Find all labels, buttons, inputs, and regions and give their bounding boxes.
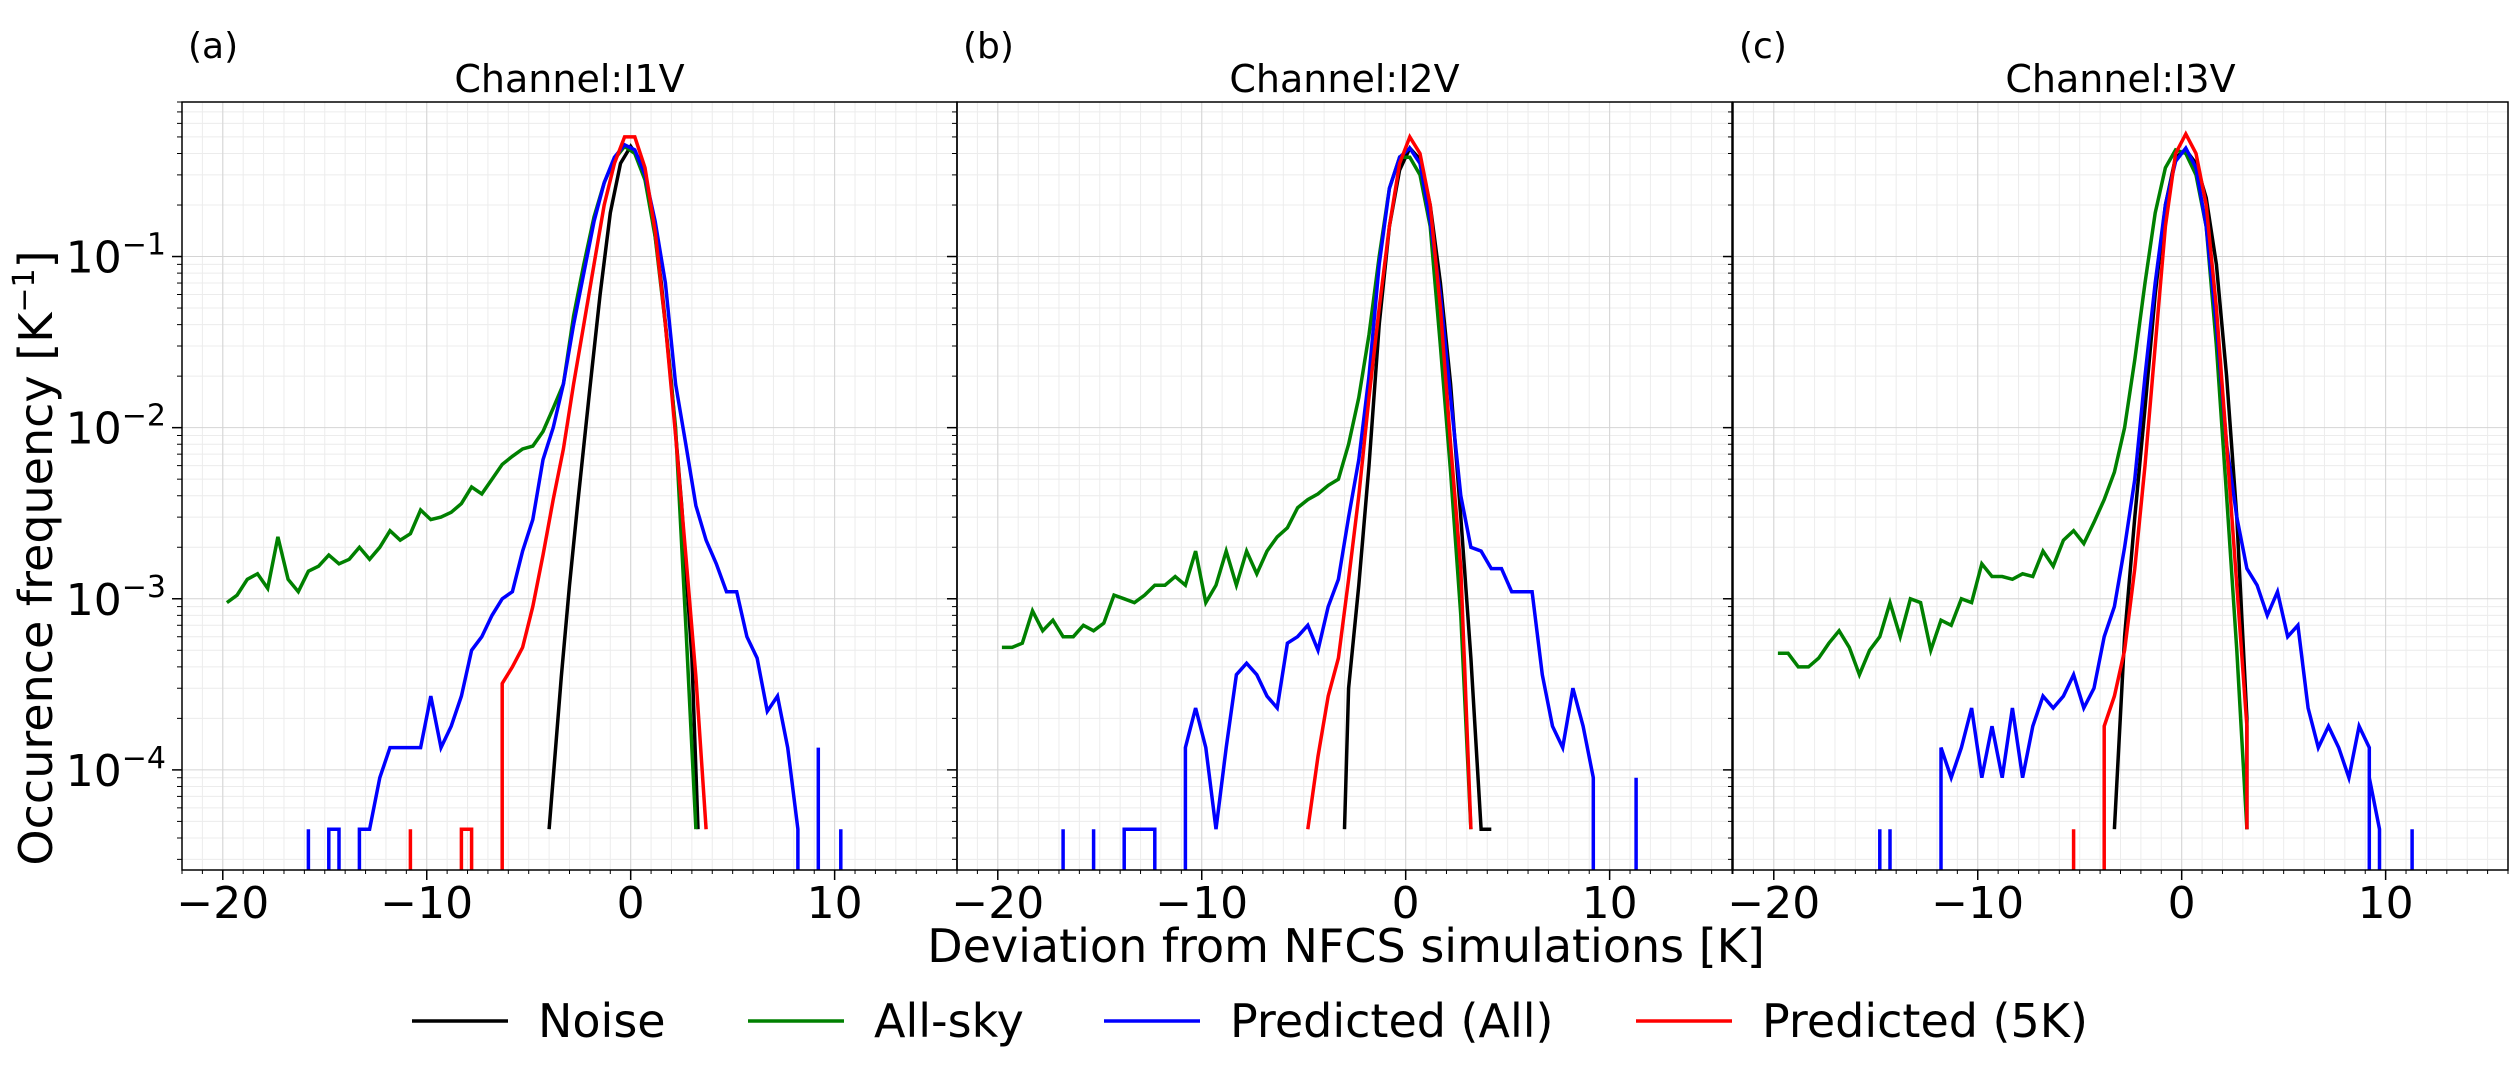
y-axis-label-text: Occurence frequency [K [9,311,63,866]
panel-3: −20 −10 0 10 Channel:I3V (c) [1723,26,2509,929]
x-axis-ticks: −20 −10 0 10 [176,870,958,929]
x-tick-label: −20 [1727,878,1820,929]
series-line-noise [547,143,700,830]
chart-panels: −20 −10 0 1010−410−310−210−1Channel:I1V(a)−… [66,26,2509,929]
x-axis-ticks: −20 −10 0 10 [1727,870,2509,929]
series-line-predicted-5k [1306,132,1473,830]
panel-series [1001,132,1638,870]
series-line-predicted-all [306,142,843,870]
panel-label: (b) [963,26,1014,67]
panel-title: Channel:I3V [2005,57,2235,101]
y-axis-ticks [1723,101,1733,860]
panel-grid [956,101,1733,870]
series-line-predicted-all [1878,144,2414,870]
y-axis-ticks: 10−4 10−3 10−2 10−1 [66,101,182,860]
series-line-all-sky [225,144,698,830]
x-tick-label: 0 [2168,878,2196,929]
panel-series [225,135,843,870]
y-axis-label-exponent: −1 [7,268,42,312]
series-line-all-sky [1001,155,1473,830]
series-line-predicted-5k [408,135,708,870]
y-tick-label: 10−4 [66,741,166,797]
svg-text:Occurence frequency [K−1]: Occurence frequency [K−1] [7,250,63,865]
y-axis-ticks [947,101,957,860]
panel-grid [181,101,958,870]
panel-grid [1732,101,2509,870]
x-tick-label: 0 [617,878,645,929]
legend-label-predicted-5k: Predicted (5K) [1762,994,2088,1048]
x-tick-label: 10 [1582,878,1638,929]
panel-label: (c) [1739,26,1787,67]
y-axis-label-close: ] [9,250,63,268]
series-line-noise [1342,144,1492,831]
y-tick-label: 10−1 [66,228,166,284]
x-tick-label: 0 [1392,878,1420,929]
x-tick-label: 10 [807,878,863,929]
series-line-predicted-5k [2071,130,2249,870]
x-tick-label: −20 [176,878,269,929]
series-line-all-sky [1777,147,2249,830]
x-tick-label: 10 [2358,878,2414,929]
panel-title: Channel:I2V [1229,57,1459,101]
y-axis-label: Occurence frequency [K−1] [7,250,63,865]
panel-title: Channel:I1V [454,57,684,101]
panel-series [1777,130,2414,870]
x-tick-label: −10 [380,878,473,929]
legend-label-all-sky: All-sky [874,994,1024,1048]
legend-label-noise: Noise [538,994,666,1048]
panel-2: −20 −10 0 10 Channel:I2V (b) [947,26,1733,929]
y-tick-label: 10−2 [66,399,166,455]
x-tick-label: −10 [1155,878,1248,929]
x-tick-label: −20 [951,878,1044,929]
panel-1: −20 −10 0 10 10−4 10−3 10−2 10−1 Channel:I1V (a) [66,26,958,929]
x-axis-ticks: −20 −10 0 10 [951,870,1733,929]
series-line-predicted-all [1061,145,1638,870]
x-tick-label: −10 [1931,878,2024,929]
legend: Noise All-sky Predicted (All) Predicted (5K… [412,994,2088,1048]
legend-label-predicted-all: Predicted (All) [1230,994,1553,1048]
y-tick-label: 10−3 [66,570,166,626]
panel-label: (a) [188,26,238,67]
x-axis-label: Deviation from NFCS simulations [K] [927,919,1765,973]
